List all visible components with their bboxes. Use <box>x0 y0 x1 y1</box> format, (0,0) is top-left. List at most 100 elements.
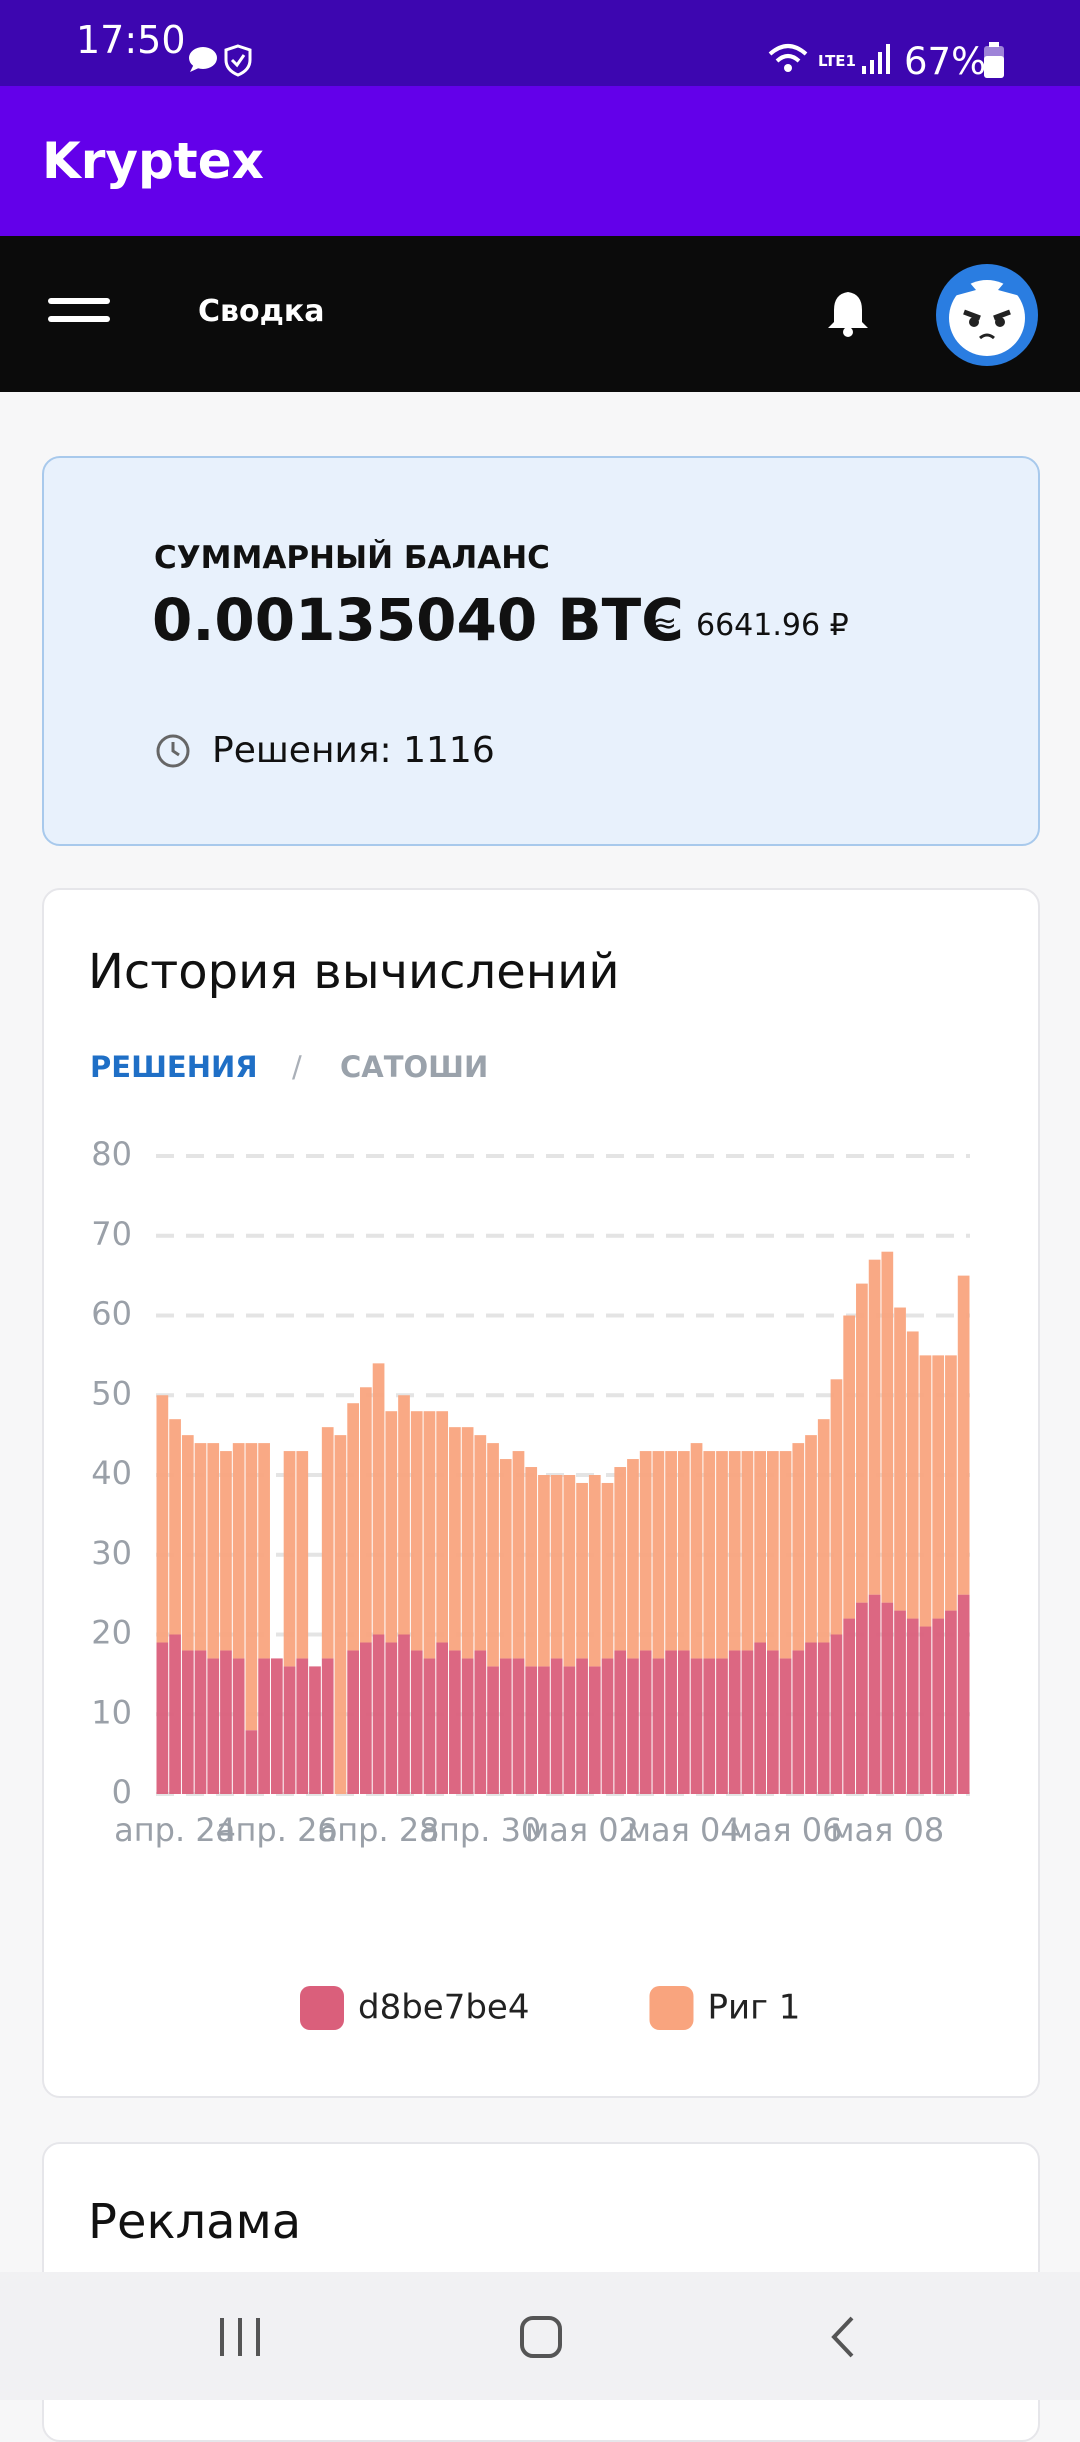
wifi-icon <box>768 44 808 72</box>
bar-segment <box>423 1411 436 1659</box>
bar-segment <box>588 1475 601 1667</box>
bar-segment <box>576 1658 588 1794</box>
bar-segment <box>538 1666 550 1794</box>
y-tick-label: 20 <box>91 1614 132 1652</box>
bar-segment <box>321 1658 334 1794</box>
bar-segment <box>957 1594 970 1794</box>
bar-segment <box>639 1451 652 1651</box>
bar-segment <box>856 1602 868 1794</box>
bar-segment <box>156 1642 169 1794</box>
bar-segment <box>830 1379 843 1635</box>
bar-segment <box>360 1387 372 1643</box>
bar-segment <box>894 1610 906 1794</box>
bar-segment <box>868 1259 881 1595</box>
home-button[interactable] <box>516 2312 566 2362</box>
history-title: История вычислений <box>88 944 620 1000</box>
bar-segment <box>372 1634 385 1794</box>
bar-segment <box>919 1626 932 1794</box>
tab-separator: / <box>292 1050 302 1084</box>
bar-segment <box>805 1642 817 1794</box>
bar-segment <box>817 1642 830 1794</box>
bar-segment <box>792 1650 805 1794</box>
bar-segment <box>843 1315 856 1619</box>
bar-segment <box>919 1355 932 1627</box>
bar-segment <box>601 1658 614 1794</box>
x-tick-label: мая 06 <box>729 1811 843 1849</box>
bar-segment <box>830 1634 843 1794</box>
back-button[interactable] <box>820 2312 870 2362</box>
bar-segment <box>945 1355 957 1611</box>
x-tick-label: апр. 24 <box>114 1811 236 1849</box>
bar-segment <box>220 1650 232 1794</box>
bar-segment <box>169 1419 181 1635</box>
bar-segment <box>181 1435 194 1651</box>
system-nav <box>0 2272 1080 2400</box>
bar-segment <box>779 1451 792 1659</box>
bar-segment <box>232 1658 245 1794</box>
bar-segment <box>436 1411 449 1643</box>
y-tick-label: 50 <box>91 1374 132 1412</box>
recents-button[interactable] <box>210 2312 270 2362</box>
bar-segment <box>410 1411 423 1651</box>
bar-segment <box>652 1451 665 1659</box>
bar-segment <box>856 1283 868 1603</box>
tab-solutions[interactable]: РЕШЕНИЯ <box>90 1050 258 1084</box>
bar-segment <box>360 1642 372 1794</box>
y-tick-label: 70 <box>91 1215 132 1253</box>
avatar[interactable] <box>934 262 1040 368</box>
bar-segment <box>868 1594 881 1794</box>
balance-fiat: 6641.96 ₽ <box>696 608 849 643</box>
network-type: LTE1 <box>818 52 856 70</box>
bar-segment <box>563 1475 576 1667</box>
bar-segment <box>767 1650 779 1794</box>
notifications-button[interactable] <box>826 288 870 338</box>
bar-segment <box>372 1363 385 1635</box>
bar-segment <box>499 1658 512 1794</box>
bar-segment <box>461 1427 474 1659</box>
section-title[interactable]: Сводка <box>198 294 325 329</box>
bar-segment <box>588 1666 601 1794</box>
y-tick-label: 80 <box>91 1135 132 1173</box>
bar-segment <box>843 1618 856 1794</box>
bar-segment <box>512 1451 525 1659</box>
x-tick-label: мая 08 <box>830 1811 944 1849</box>
bar-segment <box>410 1650 423 1794</box>
bar-segment <box>665 1451 677 1651</box>
bar-segment <box>156 1395 169 1643</box>
bar-segment <box>270 1658 283 1794</box>
signal-icon <box>862 44 890 74</box>
x-tick-label: мая 04 <box>627 1811 741 1849</box>
bar-segment <box>169 1634 181 1794</box>
bar-segment <box>792 1443 805 1651</box>
bar-segment <box>906 1331 919 1619</box>
bar-segment <box>385 1642 398 1794</box>
bar-segment <box>703 1658 716 1794</box>
y-tick-label: 60 <box>91 1295 132 1333</box>
bar-segment <box>334 1435 347 1794</box>
bar-segment <box>703 1451 716 1659</box>
app-bar: Kryptex <box>0 86 1080 236</box>
tab-satoshi[interactable]: САТОШИ <box>340 1050 489 1084</box>
bar-segment <box>499 1459 512 1659</box>
bar-segment <box>614 1650 627 1794</box>
bar-segment <box>258 1443 270 1659</box>
y-tick-label: 10 <box>91 1693 132 1731</box>
menu-button[interactable] <box>48 296 110 326</box>
ad-title: Реклама <box>88 2194 302 2250</box>
top-nav: Сводка <box>0 236 1080 392</box>
approx-sign: ≈ <box>652 606 678 641</box>
bar-segment <box>627 1658 639 1794</box>
bar-segment <box>347 1650 359 1794</box>
bar-segment <box>258 1658 270 1794</box>
bar-segment <box>436 1642 449 1794</box>
bar-segment <box>817 1419 830 1643</box>
bar-segment <box>283 1451 296 1667</box>
bar-segment <box>767 1451 779 1651</box>
legend-label: Риг 1 <box>707 1988 800 2028</box>
bar-segment <box>932 1618 945 1794</box>
bar-segment <box>677 1650 690 1794</box>
balance-card: СУММАРНЫЙ БАЛАНС 0.00135040 BTC ≈ 6641.9… <box>42 456 1040 846</box>
